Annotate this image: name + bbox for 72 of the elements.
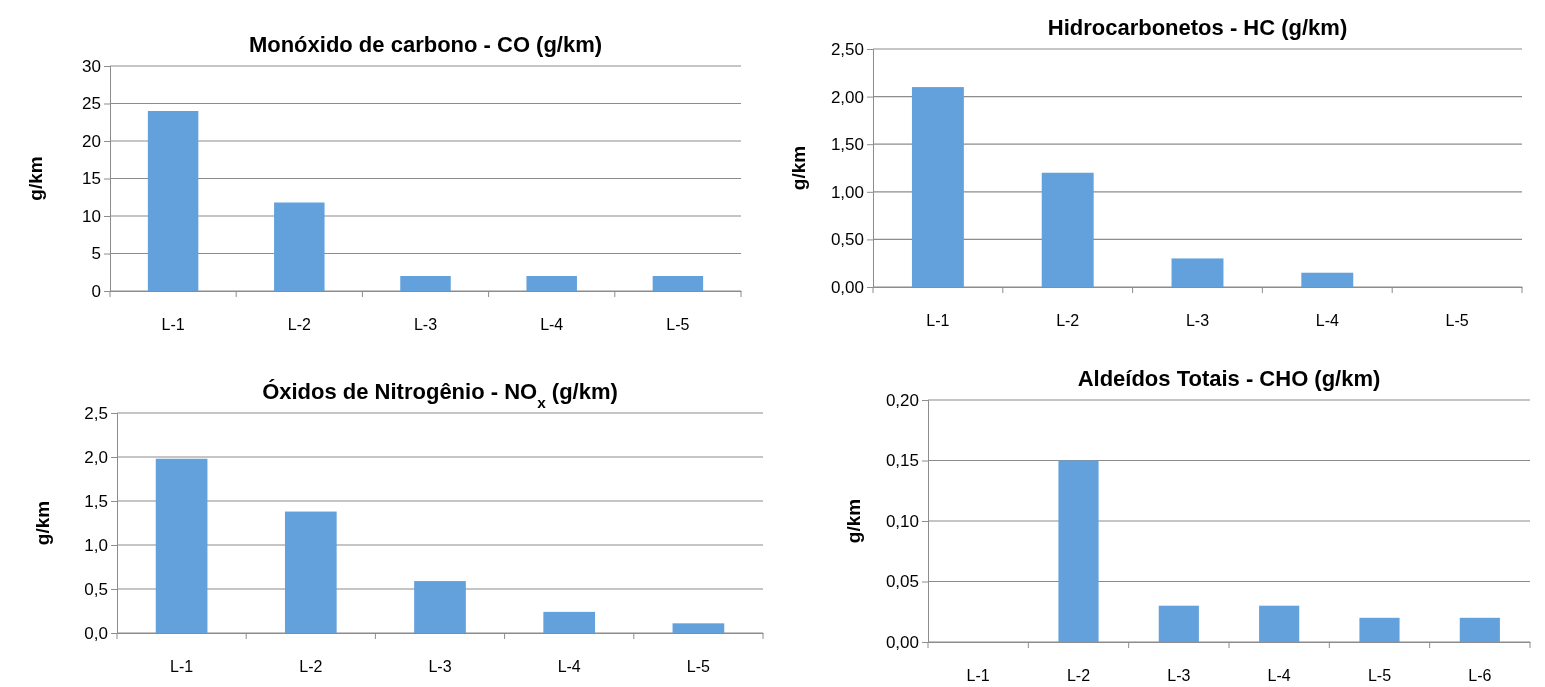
- y-axis-title: g/km: [843, 498, 864, 544]
- bar: [911, 87, 964, 287]
- x-tick-label: L-2: [1056, 312, 1080, 330]
- x-tick-label: L-1: [170, 658, 194, 676]
- x-tick-label: L-5: [1445, 312, 1469, 330]
- y-tick-label: 0,00: [830, 277, 864, 297]
- bar: [672, 623, 725, 633]
- bar: [1171, 258, 1224, 287]
- x-tick-label: L-1: [966, 667, 990, 685]
- bar: [155, 458, 208, 633]
- x-tick-label: L-2: [287, 316, 311, 334]
- y-tick-label: 2,50: [830, 39, 864, 59]
- y-tick-label: 15: [82, 169, 101, 189]
- x-tick-label: L-1: [161, 316, 185, 334]
- y-tick-label: 0,15: [885, 451, 919, 471]
- y-tick-label: 2,0: [84, 447, 108, 467]
- chart-title: Óxidos de Nitrogênio - NO$_{x}$ (g/km): [262, 379, 618, 411]
- y-tick-label: 1,50: [830, 135, 864, 155]
- y-tick-label: 20: [82, 131, 101, 151]
- x-tick-label: L-3: [413, 316, 438, 334]
- x-tick-label: L-3: [428, 658, 452, 676]
- y-tick-label: 2,5: [84, 403, 108, 423]
- bar: [414, 581, 466, 633]
- bar: [1058, 460, 1099, 642]
- x-tick-label: L-4: [557, 658, 581, 676]
- x-tick-label: L-2: [1066, 667, 1091, 685]
- bar: [274, 202, 325, 291]
- y-tick-label: 0,00: [885, 632, 919, 652]
- y-tick-label: 0,5: [84, 579, 108, 599]
- x-tick-label: L-3: [1185, 312, 1210, 330]
- y-tick-label: 10: [82, 206, 101, 226]
- bar: [1459, 617, 1500, 642]
- x-tick-label: L-1: [926, 312, 950, 330]
- bar: [147, 111, 199, 291]
- bar: [543, 611, 596, 633]
- y-tick-label: 2,00: [830, 87, 864, 107]
- bar: [1041, 172, 1094, 287]
- chart-title: Aldeídos Totais - CHO (g/km): [1077, 366, 1381, 391]
- chart-title: Monóxido de carbono - CO (g/km): [248, 32, 603, 57]
- x-tick-label: L-5: [686, 658, 711, 676]
- x-tick-label: L-5: [666, 316, 690, 334]
- bar: [1301, 272, 1354, 287]
- x-tick-label: L-3: [1167, 667, 1191, 685]
- y-tick-label: 1,5: [84, 491, 108, 511]
- y-tick-label: 25: [82, 94, 101, 114]
- y-tick-label: 1,00: [830, 182, 864, 202]
- x-tick-label: L-2: [299, 658, 323, 676]
- bar: [1158, 605, 1199, 642]
- y-axis-title: g/km: [788, 145, 809, 191]
- x-tick-label: L-4: [1267, 667, 1291, 685]
- y-tick-label: 0,10: [885, 511, 919, 531]
- y-tick-label: 0,20: [885, 390, 919, 410]
- bar: [526, 276, 577, 291]
- bar: [400, 276, 451, 291]
- y-tick-label: 5: [91, 244, 101, 264]
- bar: [1359, 617, 1400, 642]
- y-tick-label: 30: [82, 56, 101, 76]
- chart-title: Hidrocarbonetos - HC (g/km): [1047, 15, 1348, 40]
- y-axis-title: g/km: [32, 500, 53, 546]
- bar: [284, 511, 337, 633]
- x-tick-label: L-4: [1315, 312, 1339, 330]
- y-axis-title: g/km: [25, 156, 46, 201]
- y-tick-label: 0,0: [84, 623, 108, 643]
- y-tick-label: 1,0: [84, 535, 108, 555]
- y-tick-label: 0,50: [830, 230, 864, 250]
- x-tick-label: L-6: [1468, 667, 1492, 685]
- x-tick-label: L-4: [540, 316, 564, 334]
- bar: [1259, 605, 1300, 642]
- y-tick-label: 0: [91, 281, 101, 301]
- x-tick-label: L-5: [1367, 667, 1392, 685]
- y-tick-label: 0,05: [885, 572, 919, 592]
- bar: [652, 276, 704, 291]
